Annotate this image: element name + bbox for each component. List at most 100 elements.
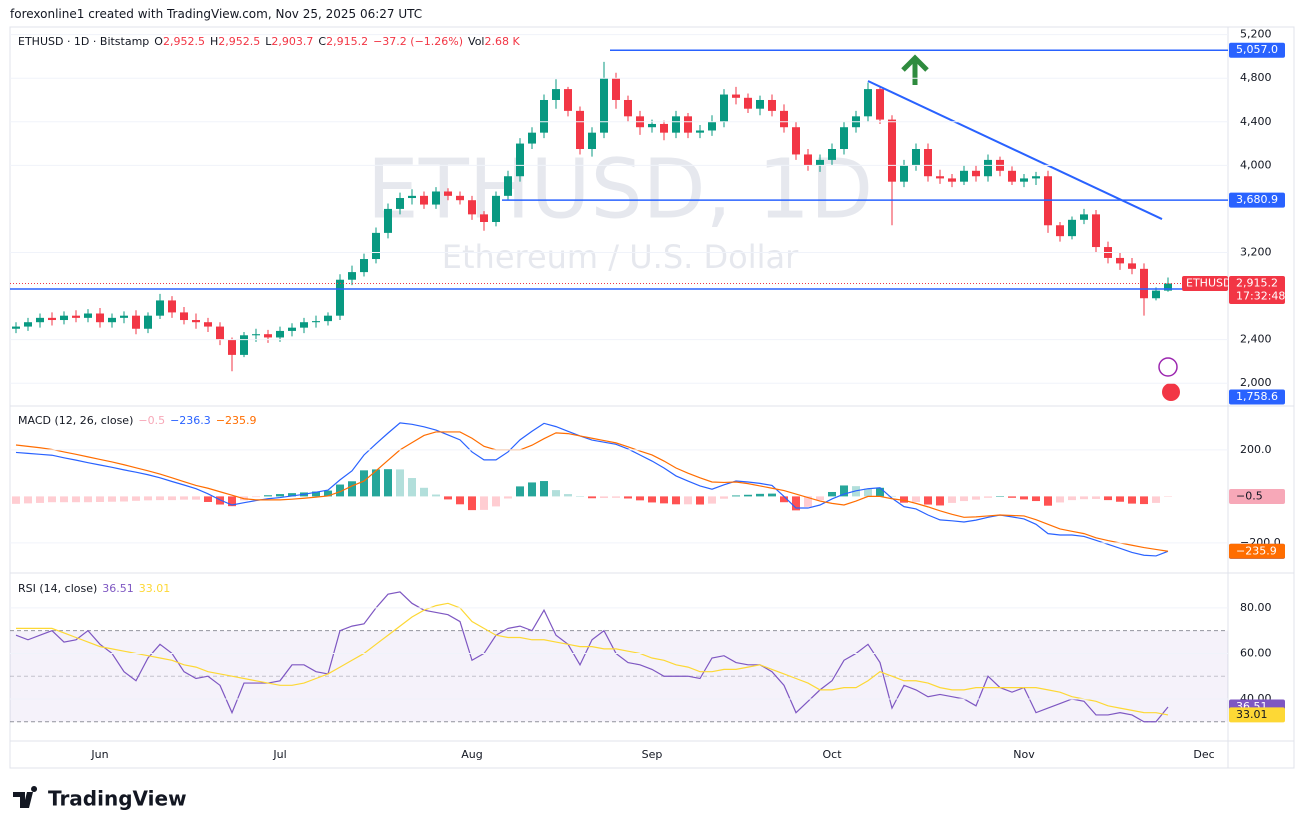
legend-key: O <box>154 35 163 48</box>
histogram-bar <box>612 496 620 498</box>
candle-body <box>864 89 872 117</box>
candle-body <box>1152 290 1160 299</box>
legend-value: 33.01 <box>138 582 171 595</box>
candle-body <box>24 322 32 327</box>
histogram-bar <box>648 496 656 503</box>
candle-body <box>408 195 416 199</box>
candle-body <box>924 149 932 177</box>
candle-body <box>972 170 980 177</box>
histogram-bar <box>552 490 560 497</box>
symbol-tag: ETHUSD <box>1186 277 1231 290</box>
candle-body <box>132 315 140 329</box>
icon <box>1158 357 1178 377</box>
candle-body <box>1164 283 1172 291</box>
histogram-bar <box>696 496 704 505</box>
pane <box>12 422 1172 557</box>
histogram-bar <box>312 491 320 497</box>
histogram-bar <box>84 496 92 503</box>
logo-mark <box>13 786 38 808</box>
candle-body <box>876 89 884 120</box>
histogram-bar <box>1044 496 1052 506</box>
price-tag: 3,680.9 <box>1236 193 1278 206</box>
histogram-bar <box>468 496 476 511</box>
watermark-symbol: ETHUSD, 1D <box>367 142 873 237</box>
histogram-bar <box>1092 496 1100 499</box>
histogram-bar <box>264 495 272 497</box>
histogram-bar <box>864 488 872 497</box>
candle-body <box>216 326 224 340</box>
histogram-bar <box>60 496 68 503</box>
candle-body <box>288 327 296 331</box>
histogram-bar <box>36 496 44 503</box>
legend: ETHUSD · 1D · Bitstamp O2,952.5 H2,952.5 L2… <box>18 35 520 48</box>
histogram-bar <box>804 496 812 507</box>
histogram-bar <box>684 496 692 505</box>
candle-body <box>912 149 920 166</box>
value-tag-bg <box>1229 543 1285 559</box>
footer-logo: TradingView <box>48 787 187 811</box>
header: forexonline1 created with TradingView.co… <box>10 7 423 21</box>
histogram-bar <box>228 496 236 507</box>
histogram-bar <box>252 496 260 498</box>
value-tag-bg <box>1229 489 1285 505</box>
candle-body <box>684 116 692 133</box>
x-tick-label: Nov <box>1013 748 1035 761</box>
y-tick-label: 4,400 <box>1240 115 1272 128</box>
candle-body <box>444 191 452 196</box>
candle-body <box>600 78 608 133</box>
histogram-bar <box>420 487 428 497</box>
histogram-bar <box>984 496 992 498</box>
price-tag-bg <box>1229 42 1285 58</box>
candle-body <box>708 121 716 131</box>
candle-body <box>1008 170 1016 182</box>
histogram-bar <box>672 496 680 505</box>
legend-value: −37.2 (−1.26%) <box>373 35 464 48</box>
legend-key: H <box>209 35 219 48</box>
histogram-bar <box>744 494 752 497</box>
candle-body <box>168 300 176 313</box>
histogram-bar <box>972 496 980 500</box>
histogram-bar <box>924 496 932 505</box>
candle-body <box>324 315 332 322</box>
legend-value: 2,903.7 <box>271 35 314 48</box>
y-tick-label: 5,200 <box>1240 28 1272 41</box>
indicator-line <box>16 602 1169 716</box>
candle-body <box>156 300 164 316</box>
legend-value: 36.51 <box>102 582 134 595</box>
histogram-bar <box>108 496 116 502</box>
candle-body <box>252 334 260 336</box>
histogram-bar <box>324 490 332 497</box>
histogram-bar <box>432 494 440 497</box>
histogram-bar <box>1152 496 1160 503</box>
icon <box>1160 381 1182 403</box>
histogram-bar <box>564 494 572 497</box>
histogram-bar <box>948 496 956 503</box>
candle-body <box>1032 176 1040 179</box>
candle-body <box>696 130 704 133</box>
legend: RSI (14, close) 36.51 33.01 <box>18 582 170 595</box>
candle-body <box>516 143 524 177</box>
legend-value: −0.5 <box>138 414 166 427</box>
candle-body <box>336 279 344 316</box>
legend-key: Vol <box>468 35 485 48</box>
candle-body <box>960 170 968 182</box>
indicator-line <box>15 591 1169 723</box>
candle-body <box>180 312 188 321</box>
candle-body <box>1116 257 1124 264</box>
candle-body <box>540 99 548 133</box>
candle-body <box>480 214 488 222</box>
candle-body <box>804 154 812 166</box>
legend-title: RSI (14, close) <box>18 582 98 595</box>
last-price-tag-bg <box>1229 276 1285 305</box>
candle-body <box>840 127 848 150</box>
histogram-bar <box>180 496 188 500</box>
histogram-bar <box>528 482 536 497</box>
histogram-bar <box>336 484 344 497</box>
candle-body <box>144 315 152 329</box>
candle-body <box>72 315 80 318</box>
countdown: 17:32:48 <box>1236 290 1285 303</box>
histogram-bar <box>708 496 716 504</box>
histogram-bar <box>396 469 404 497</box>
candle-body <box>1020 178 1028 182</box>
histogram-bar <box>120 496 128 502</box>
